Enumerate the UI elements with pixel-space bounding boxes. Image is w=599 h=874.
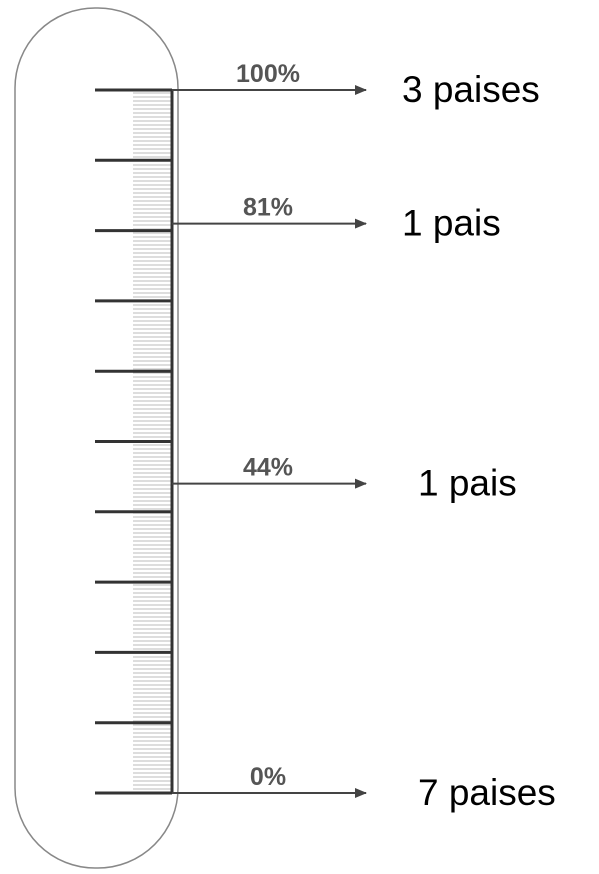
country-count: 1 pais xyxy=(418,463,517,504)
country-count: 7 paises xyxy=(418,772,556,813)
value-label: 81% xyxy=(243,194,293,222)
thermometer-outline xyxy=(14,7,179,869)
country-count: 3 paises xyxy=(402,69,540,110)
value-label: 44% xyxy=(243,454,293,482)
country-count: 1 pais xyxy=(402,203,501,244)
value-label: 100% xyxy=(236,60,300,88)
value-label: 0% xyxy=(250,763,286,791)
